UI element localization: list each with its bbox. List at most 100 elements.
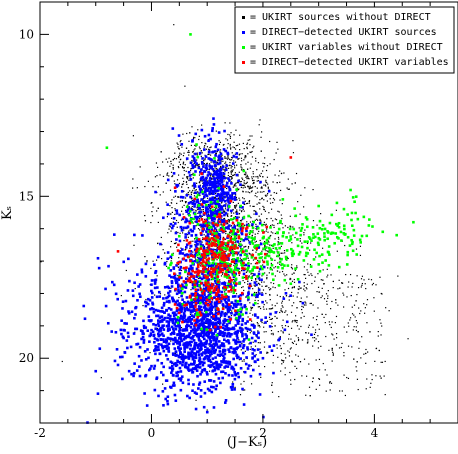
data-point	[200, 160, 204, 164]
data-point	[233, 295, 237, 298]
data-point	[231, 326, 233, 328]
data-point	[273, 158, 275, 161]
data-point	[239, 181, 241, 183]
data-point	[264, 285, 267, 287]
data-point	[232, 347, 236, 351]
data-point	[201, 209, 203, 211]
data-point	[316, 315, 318, 318]
data-point	[222, 348, 225, 352]
data-point	[231, 192, 234, 195]
data-point	[255, 192, 257, 194]
data-point	[156, 327, 159, 330]
data-point	[190, 292, 194, 296]
data-point	[272, 286, 274, 288]
data-point	[288, 188, 290, 190]
data-point	[239, 307, 242, 311]
data-point	[136, 342, 140, 346]
data-point	[146, 348, 149, 351]
data-point	[226, 147, 229, 149]
data-point	[341, 282, 344, 284]
data-point	[198, 214, 202, 218]
data-point	[303, 240, 307, 243]
data-point	[219, 261, 221, 264]
data-point	[243, 370, 247, 374]
data-point	[227, 205, 231, 208]
data-point	[273, 267, 275, 269]
data-point	[237, 158, 239, 160]
data-point	[297, 292, 299, 294]
data-point	[249, 253, 251, 255]
data-point	[236, 336, 239, 340]
data-point	[178, 148, 180, 150]
data-point	[176, 316, 180, 319]
data-point	[199, 147, 201, 150]
data-point	[220, 219, 223, 223]
data-point	[275, 219, 278, 221]
data-point	[292, 234, 294, 236]
data-point	[380, 322, 382, 324]
data-point	[206, 357, 210, 361]
data-point	[157, 324, 161, 328]
data-point	[279, 345, 281, 347]
data-point	[232, 327, 236, 331]
data-point	[198, 163, 200, 165]
data-point	[227, 155, 229, 157]
data-point	[268, 345, 271, 348]
data-point	[194, 148, 196, 150]
data-point	[180, 375, 184, 378]
data-point	[258, 215, 260, 217]
data-point	[178, 268, 182, 272]
data-point	[358, 238, 362, 242]
data-point	[179, 347, 182, 350]
data-point	[183, 167, 185, 169]
data-point	[178, 308, 182, 311]
data-point	[201, 256, 204, 259]
data-point	[316, 291, 318, 293]
data-point	[366, 299, 369, 301]
data-point	[250, 383, 253, 385]
data-point	[268, 287, 270, 289]
data-point	[216, 180, 219, 183]
data-point	[248, 200, 251, 202]
data-point	[213, 227, 217, 230]
data-point	[318, 378, 320, 380]
data-point	[280, 257, 283, 261]
data-point	[271, 269, 273, 271]
data-point	[197, 212, 199, 214]
data-point	[247, 270, 249, 272]
data-point	[264, 248, 267, 250]
data-point	[188, 140, 190, 142]
data-point	[179, 361, 182, 365]
data-point	[267, 186, 269, 188]
data-point	[184, 286, 188, 289]
data-point	[262, 235, 266, 239]
data-point	[224, 206, 227, 208]
data-point	[165, 296, 168, 300]
data-point	[240, 330, 243, 334]
data-point	[157, 221, 159, 224]
data-point	[181, 199, 183, 202]
data-point	[284, 275, 286, 277]
data-point	[140, 268, 144, 272]
data-point	[174, 152, 176, 154]
data-point	[194, 299, 198, 303]
data-point	[239, 227, 243, 230]
data-point	[229, 305, 232, 308]
data-point	[215, 130, 217, 132]
data-point	[214, 317, 218, 321]
data-point	[263, 346, 266, 348]
data-point	[184, 236, 187, 239]
data-point	[210, 331, 214, 335]
data-point	[258, 324, 260, 327]
data-point	[236, 266, 238, 268]
data-point	[194, 321, 198, 325]
data-point	[147, 315, 151, 318]
data-point	[263, 246, 266, 248]
data-point	[213, 150, 217, 153]
data-point	[340, 346, 342, 349]
data-point	[336, 250, 338, 252]
data-point	[274, 238, 276, 240]
data-point	[217, 322, 219, 325]
data-point	[227, 174, 229, 177]
data-point	[227, 213, 229, 215]
